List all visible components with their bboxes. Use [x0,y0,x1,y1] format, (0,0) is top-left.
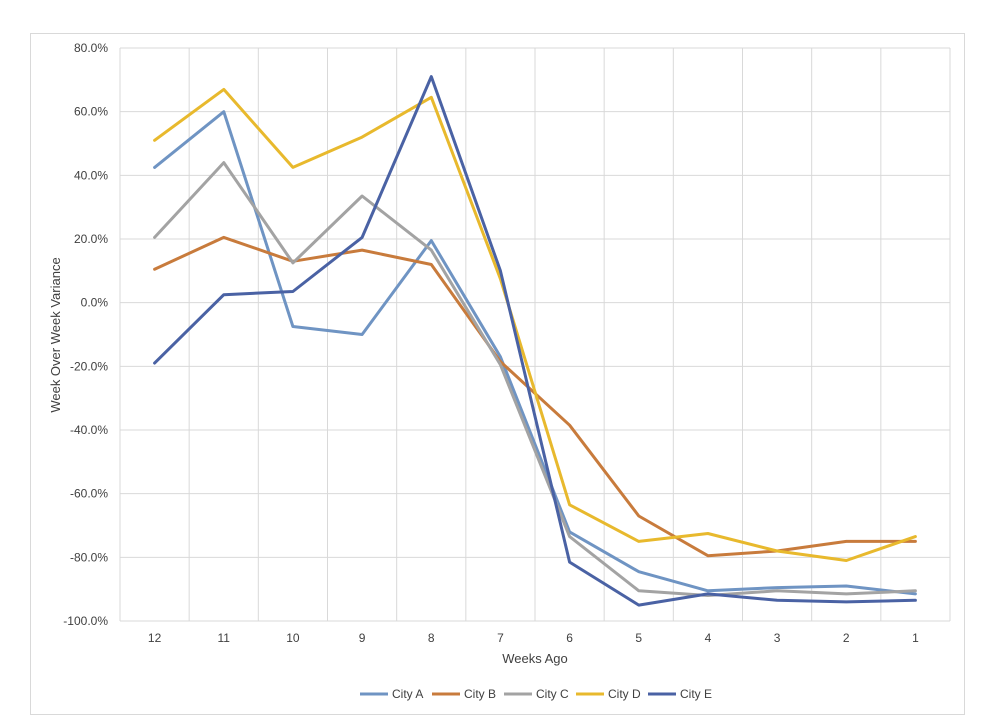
y-tick-label: -80.0% [70,550,108,564]
x-tick-label: 1 [912,631,919,645]
y-tick-label: 20.0% [74,232,108,246]
legend-item: City C [504,687,569,701]
legend-item: City A [360,687,423,701]
legend: City A City B City C City D City E [360,687,712,701]
legend-label: City A [392,687,423,701]
x-tick-label: 12 [148,631,162,645]
x-tick-label: 3 [774,631,781,645]
y-axis-ticks: 80.0% 60.0% 40.0% 20.0% 0.0% -20.0% -40.0% -60.… [63,41,108,628]
y-tick-label: -20.0% [70,359,108,373]
legend-item: City E [648,687,712,701]
series-line-city-d [153,87,917,562]
y-tick-label: -100.0% [63,614,108,628]
series-line-city-c [153,161,917,597]
y-tick-label: 0.0% [81,296,109,310]
x-axis-ticks: 12 11 10 9 8 7 6 5 4 3 2 1 [148,631,919,645]
series-line-city-e [153,75,917,607]
x-axis-title: Weeks Ago [502,651,568,666]
x-tick-label: 11 [218,631,231,645]
y-tick-label: 60.0% [74,105,108,119]
x-tick-label: 6 [566,631,573,645]
x-tick-label: 8 [428,631,435,645]
legend-label: City D [608,687,641,701]
y-tick-label: -60.0% [70,487,108,501]
legend-item: City B [432,687,496,701]
legend-label: City C [536,687,569,701]
series-lines [153,75,917,607]
legend-item: City D [576,687,641,701]
y-axis-title: Week Over Week Variance [48,257,63,412]
legend-label: City E [680,687,712,701]
x-tick-label: 9 [359,631,366,645]
x-tick-label: 2 [843,631,850,645]
x-tick-label: 10 [286,631,300,645]
y-tick-label: -40.0% [70,423,108,437]
legend-label: City B [464,687,496,701]
x-tick-label: 4 [705,631,712,645]
x-tick-label: 5 [635,631,642,645]
grid [119,47,951,622]
y-tick-label: 80.0% [74,41,108,55]
x-tick-label: 7 [497,631,504,645]
y-tick-label: 40.0% [74,168,108,182]
